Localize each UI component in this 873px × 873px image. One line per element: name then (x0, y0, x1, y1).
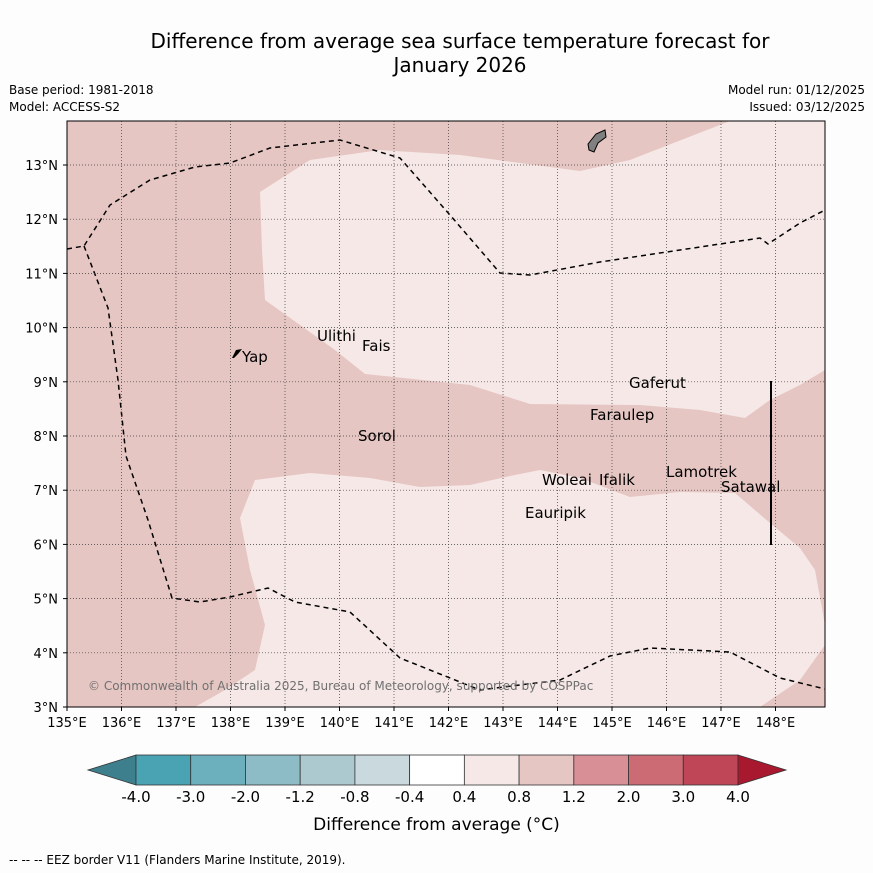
place-label-eauripik: Eauripik (525, 504, 586, 522)
colorbar-tick-label: 3.0 (671, 788, 696, 806)
colorbar-segment (682, 754, 739, 786)
place-label-woleai: Woleai (542, 471, 592, 489)
place-label-sorol: Sorol (358, 427, 396, 445)
chart-title-line2: January 2026 (393, 53, 527, 77)
lat-axis: 13°N 12°N 11°N 10°N 9°N 8°N 7°N 6°N 5°N 4°N 3°N (25, 159, 67, 716)
colorbar-segment (245, 754, 301, 786)
place-label-lamotrek: Lamotrek (666, 463, 737, 481)
model-name: Model: ACCESS-S2 (9, 100, 121, 114)
lat-tick-label: 10°N (25, 322, 58, 337)
lon-tick-label: 148°E (756, 716, 796, 731)
lat-tick-label: 6°N (34, 538, 59, 553)
lat-tick-label: 13°N (25, 159, 58, 174)
colorbar-tick-label: -0.4 (394, 788, 425, 806)
colorbar-segment (409, 754, 465, 786)
colorbar-segment (190, 754, 246, 786)
lon-tick-label: 136°E (102, 716, 142, 731)
place-label-satawal: Satawal (721, 478, 780, 496)
lon-tick-label: 140°E (320, 716, 360, 731)
colorbar-extend-high (737, 754, 788, 786)
colorbar-segment (573, 754, 629, 786)
colorbar-tick-label: -2.0 (230, 788, 261, 806)
gridlines (67, 121, 825, 707)
colorbar-segment (628, 754, 684, 786)
place-label-fais: Fais (362, 337, 391, 355)
copyright-text: © Commonwealth of Australia 2025, Bureau… (88, 679, 593, 693)
colorbar-tick-label: -4.0 (121, 788, 151, 806)
place-label-ulithi: Ulithi (317, 327, 356, 345)
colorbar-tick-label: 4.0 (726, 788, 750, 806)
lon-tick-label: 142°E (429, 716, 469, 731)
eez-footnote: -- -- -- EEZ border V11 (Flanders Marine… (9, 853, 346, 867)
colorbar-extend-low (86, 754, 137, 786)
colorbar-label: Difference from average (°C) (313, 815, 560, 835)
anomaly-region-0-4-0-8-south (195, 470, 825, 707)
lon-tick-label: 137°E (156, 716, 196, 731)
lon-tick-label: 135°E (47, 716, 87, 731)
colorbar-segment (299, 754, 356, 786)
colorbar-segment (463, 754, 520, 786)
map-area: © Commonwealth of Australia 2025, Bureau… (67, 121, 825, 707)
colorbar-tick-label: 2.0 (616, 788, 641, 806)
colorbar-tick-label: -3.0 (176, 788, 206, 806)
colorbar-segment (354, 754, 411, 786)
lon-tick-label: 138°E (211, 716, 251, 731)
yap-island-shape (232, 349, 242, 358)
guam-island-shape (587, 129, 607, 153)
map-frame (66, 120, 826, 708)
anomaly-region-0-4-0-8-north (260, 121, 825, 418)
lat-tick-label: 4°N (34, 647, 59, 662)
colorbar-tick-label: 0.8 (507, 788, 532, 806)
issued-date: Issued: 03/12/2025 (749, 100, 865, 114)
lat-tick-label: 11°N (25, 267, 58, 282)
lat-tick-label: 9°N (34, 376, 59, 391)
lon-tick-label: 144°E (538, 716, 578, 731)
model-run: Model run: 01/12/2025 (727, 83, 865, 97)
lon-tick-label: 143°E (483, 716, 523, 731)
base-period: Base period: 1981-2018 (9, 83, 154, 97)
colorbar-segment (135, 754, 192, 786)
lon-tick-label: 147°E (701, 716, 741, 731)
place-label-ifalik: Ifalik (599, 471, 635, 489)
colorbar-tick-label: 1.2 (561, 788, 586, 806)
colorbar-segment (518, 754, 575, 786)
lon-tick-label: 145°E (592, 716, 632, 731)
eez-border (67, 139, 825, 691)
lat-tick-label: 7°N (34, 484, 59, 499)
lat-tick-label: 3°N (34, 701, 59, 716)
colorbar-tick-label: -1.2 (285, 788, 315, 806)
lat-tick-label: 12°N (25, 213, 58, 228)
lon-tick-label: 141°E (374, 716, 414, 731)
lon-axis: 135°E 136°E 137°E 138°E 139°E 140°E 141°E 142°E… (47, 707, 795, 731)
colorbar-tick-label: 0.4 (452, 788, 477, 806)
place-label-gaferut: Gaferut (629, 374, 686, 392)
lat-tick-label: 8°N (34, 430, 59, 445)
place-label-faraulep: Faraulep (590, 406, 654, 424)
lat-tick-label: 5°N (34, 593, 59, 608)
lon-tick-label: 139°E (265, 716, 305, 731)
chart-title-line1: Difference from average sea surface temp… (150, 29, 770, 53)
place-label-yap: Yap (241, 348, 268, 366)
colorbar-tick-label: -0.8 (340, 788, 370, 806)
place-labels: Yap Ulithi Fais Sorol Gaferut Faraulep Woleai I… (241, 327, 780, 522)
colorbar (86, 754, 788, 786)
lon-tick-label: 146°E (647, 716, 687, 731)
